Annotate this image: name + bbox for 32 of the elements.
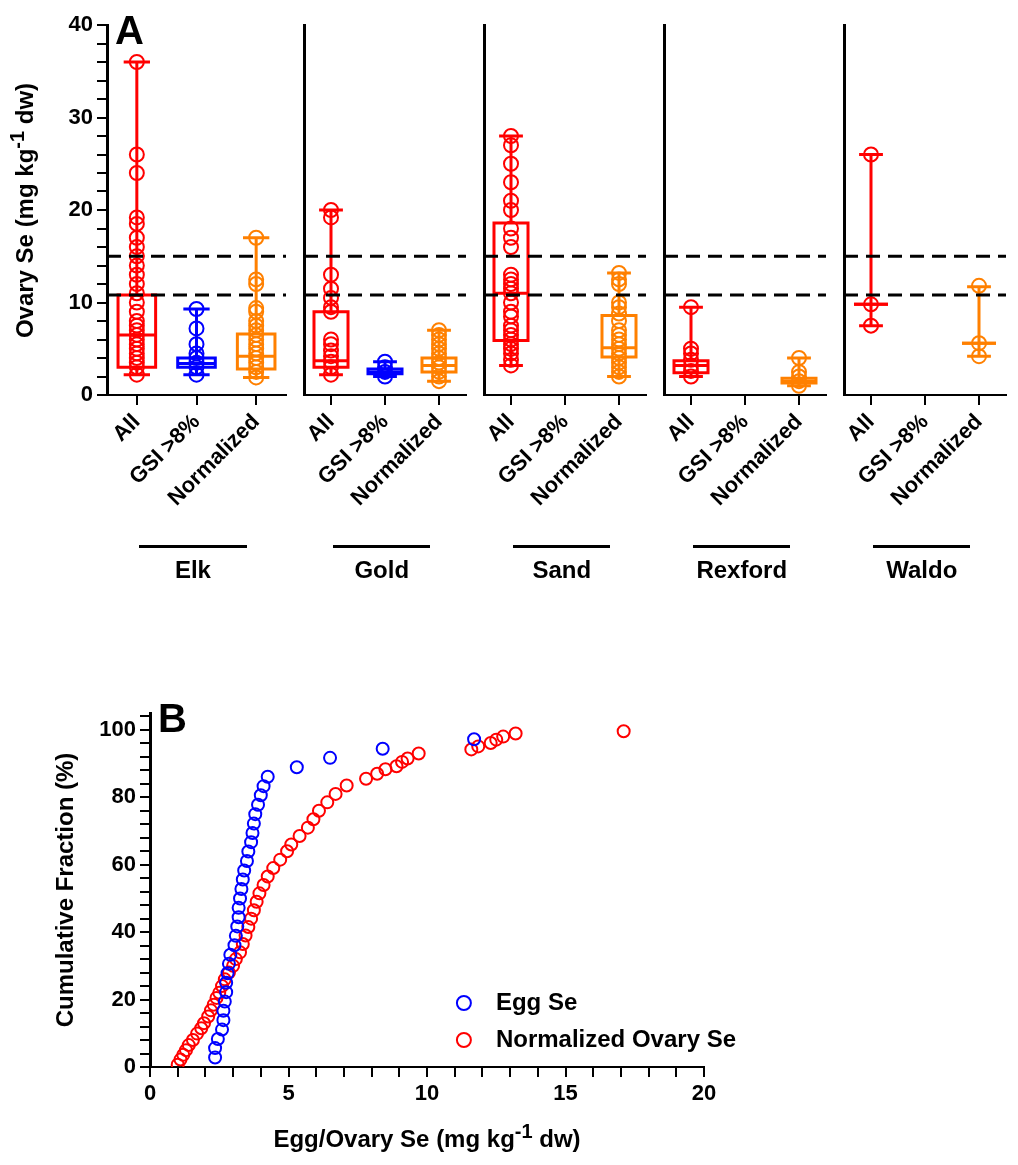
x-axis-title: Waldo xyxy=(873,545,971,584)
x-axis-title: Gold xyxy=(333,545,431,584)
y-tick-label: 10 xyxy=(68,288,93,314)
chart-title: B xyxy=(158,696,187,741)
legend-label: Egg Se xyxy=(495,987,578,1015)
x-axis-title: Egg/Ovary Se (mg kg$^{-1}$ dw) xyxy=(272,1120,582,1153)
y-tick-label: 100 xyxy=(99,715,136,741)
x-axis-title: Sand xyxy=(513,545,611,584)
x-tick-label: 10 xyxy=(414,1080,440,1106)
y-tick-label: 40 xyxy=(68,11,93,37)
y-tick-label: 20 xyxy=(68,196,93,222)
y-tick-label: 30 xyxy=(68,103,93,129)
y-tick-label: 60 xyxy=(111,850,136,876)
x-tick-label: 20 xyxy=(691,1080,717,1106)
x-tick-label: All xyxy=(301,408,339,447)
y-tick-label: 80 xyxy=(111,783,136,809)
x-tick-label: All xyxy=(841,408,879,447)
x-tick-label: All xyxy=(481,408,519,447)
y-tick-label: 20 xyxy=(111,985,136,1011)
x-axis-title: Elk xyxy=(139,545,247,584)
chart-title: A xyxy=(115,8,144,53)
y-tick-label: 0 xyxy=(123,1053,136,1079)
x-tick-label: 5 xyxy=(282,1080,295,1106)
y-axis-title: Cumulative Fraction (%) xyxy=(50,752,79,1028)
y-tick-label: 0 xyxy=(80,381,93,407)
x-tick-label: All xyxy=(661,408,699,447)
x-tick-label: All xyxy=(107,408,145,447)
x-tick-label: 0 xyxy=(143,1080,157,1106)
y-tick-label: 40 xyxy=(111,918,136,944)
legend-label: Normalized Ovary Se xyxy=(495,1024,736,1052)
x-tick-label: 15 xyxy=(553,1080,578,1106)
x-axis-title: Rexford xyxy=(693,545,791,584)
